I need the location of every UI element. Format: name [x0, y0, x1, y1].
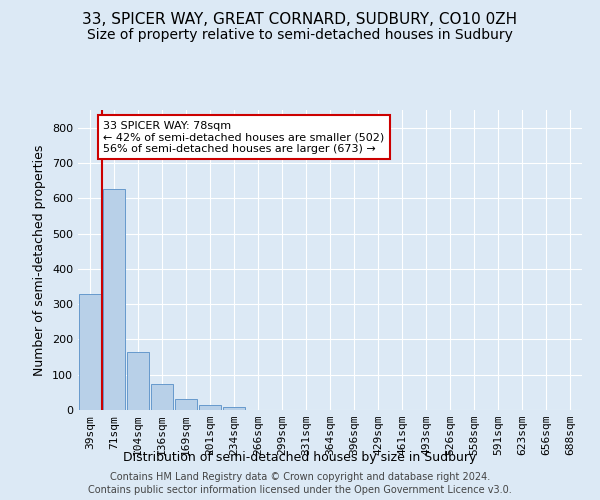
Bar: [79, 294, 101, 410]
Text: Contains public sector information licensed under the Open Government Licence v3: Contains public sector information licen…: [88, 485, 512, 495]
Bar: [103, 190, 125, 410]
Text: Distribution of semi-detached houses by size in Sudbury: Distribution of semi-detached houses by …: [124, 451, 476, 464]
Y-axis label: Number of semi-detached properties: Number of semi-detached properties: [34, 144, 46, 376]
Bar: [223, 407, 245, 410]
Bar: [127, 352, 149, 410]
Text: 33 SPICER WAY: 78sqm
← 42% of semi-detached houses are smaller (502)
56% of semi: 33 SPICER WAY: 78sqm ← 42% of semi-detac…: [103, 120, 385, 154]
Text: Contains HM Land Registry data © Crown copyright and database right 2024.: Contains HM Land Registry data © Crown c…: [110, 472, 490, 482]
Text: 33, SPICER WAY, GREAT CORNARD, SUDBURY, CO10 0ZH: 33, SPICER WAY, GREAT CORNARD, SUDBURY, …: [82, 12, 518, 28]
Bar: [175, 400, 197, 410]
Text: Size of property relative to semi-detached houses in Sudbury: Size of property relative to semi-detach…: [87, 28, 513, 42]
Bar: [199, 404, 221, 410]
Bar: [151, 384, 173, 410]
